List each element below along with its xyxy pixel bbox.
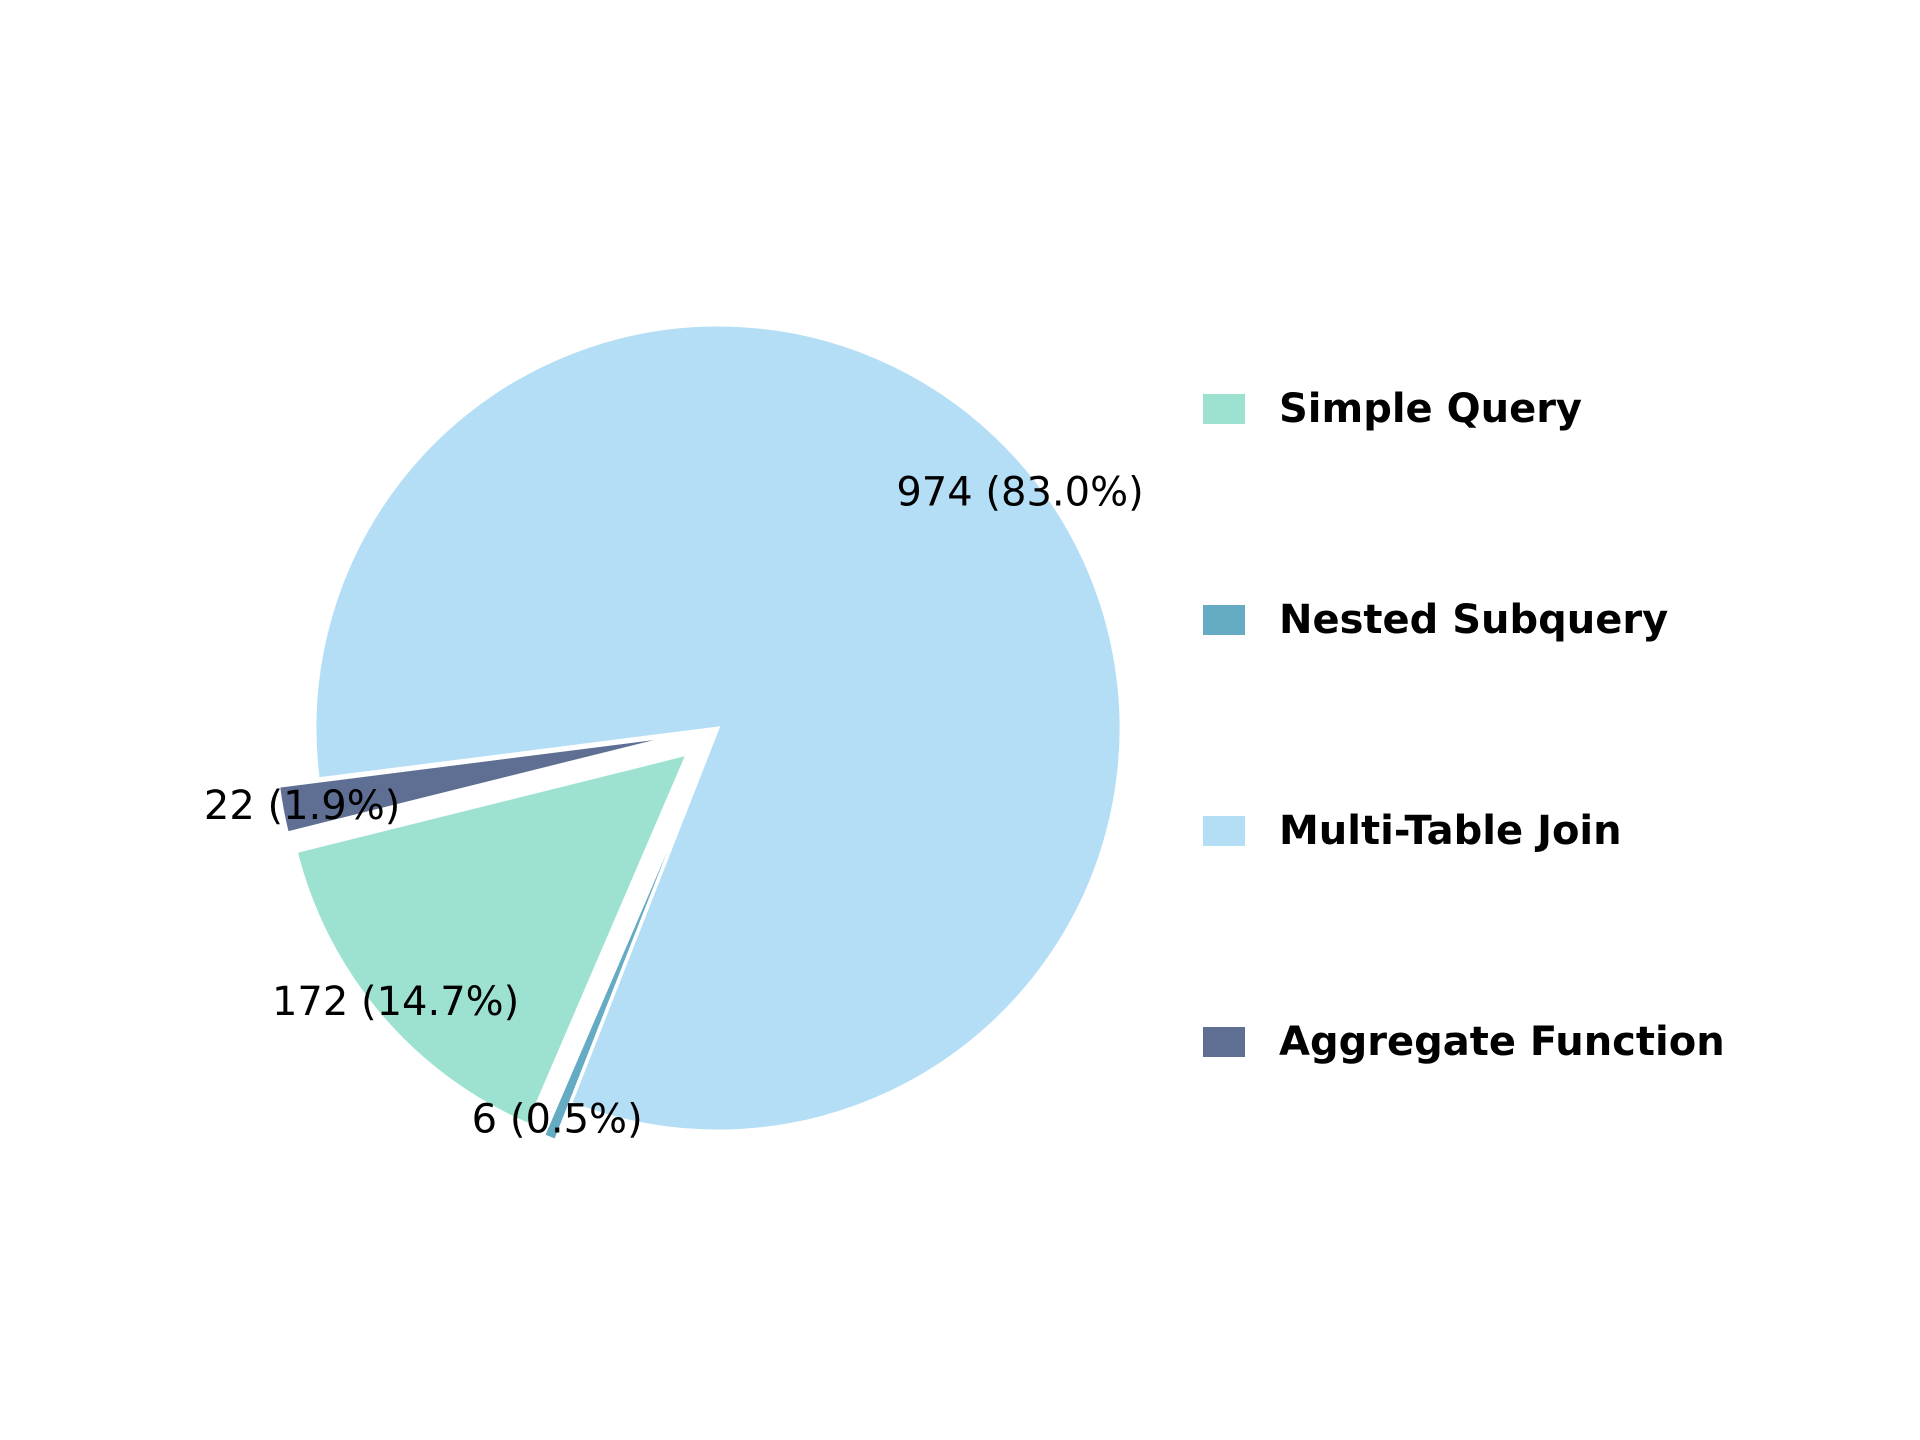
pie-slices bbox=[276, 323, 1123, 1143]
legend-swatch-multi-table-join bbox=[1203, 816, 1245, 846]
slice-labels: 172 (14.7%) 6 (0.5%) 974 (83.0%) 22 (1.9%) bbox=[204, 470, 1144, 1143]
legend-swatch-aggregate-function bbox=[1203, 1027, 1245, 1057]
legend-item-aggregate-function: Aggregate Function bbox=[1203, 1019, 1725, 1065]
slice-label-multi-table-join: 974 (83.0%) bbox=[896, 470, 1143, 516]
legend-label-multi-table-join: Multi-Table Join bbox=[1279, 808, 1622, 854]
pie-slice-nested-subquery bbox=[541, 764, 705, 1143]
pie-slice-multi-table-join bbox=[313, 323, 1123, 1133]
legend-label-nested-subquery: Nested Subquery bbox=[1279, 597, 1668, 643]
slice-label-simple-query: 172 (14.7%) bbox=[272, 979, 519, 1025]
legend-item-multi-table-join: Multi-Table Join bbox=[1203, 808, 1622, 854]
pie-slice-simple-query bbox=[294, 751, 690, 1127]
legend-swatch-nested-subquery bbox=[1203, 605, 1245, 635]
pie-slice-aggregate-function bbox=[276, 733, 679, 835]
legend: Simple Query Nested Subquery Multi-Table J… bbox=[1203, 386, 1725, 1065]
legend-label-aggregate-function: Aggregate Function bbox=[1279, 1019, 1725, 1065]
legend-swatch-simple-query bbox=[1203, 394, 1245, 424]
slice-label-nested-subquery: 6 (0.5%) bbox=[472, 1096, 643, 1142]
legend-label-simple-query: Simple Query bbox=[1279, 386, 1582, 432]
legend-item-nested-subquery: Nested Subquery bbox=[1203, 597, 1668, 643]
legend-item-simple-query: Simple Query bbox=[1203, 386, 1582, 432]
slice-label-aggregate-function: 22 (1.9%) bbox=[204, 783, 400, 829]
